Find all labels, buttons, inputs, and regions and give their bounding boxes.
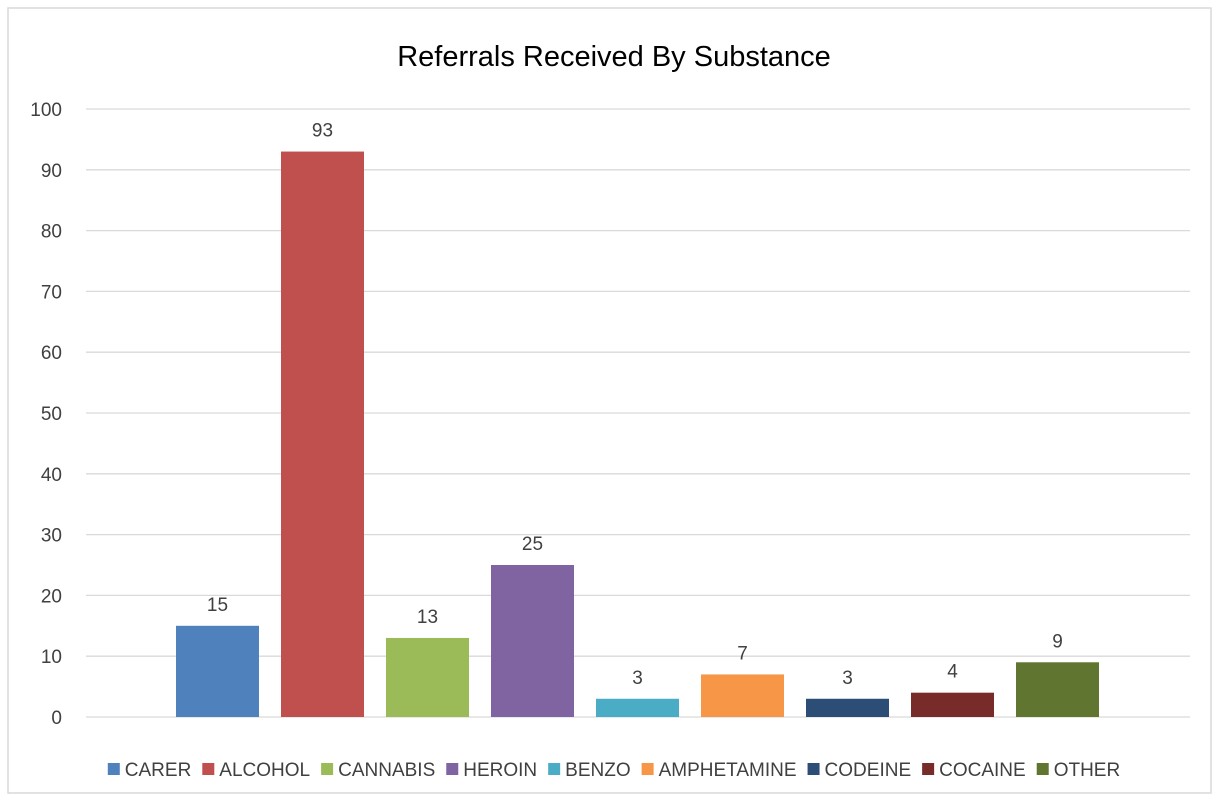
bar-carer [176, 625, 259, 717]
y-tick-label: 30 [41, 526, 62, 547]
legend-swatch-amphetamine [641, 763, 654, 775]
y-axis-ticks: 0 10 20 30 40 50 60 70 80 90 100 [30, 100, 62, 729]
data-label: 13 [417, 607, 438, 628]
bar-alcohol [281, 151, 364, 717]
legend-label: CARER [125, 760, 192, 781]
legend: CARER ALCOHOL CANNABIS HEROIN BENZO AMPHETAMI… [107, 760, 1121, 781]
legend-swatch-carer [107, 763, 120, 775]
data-label: 15 [207, 595, 228, 616]
bar-amphetamine [701, 674, 784, 717]
data-label: 93 [312, 121, 333, 142]
bar-cannabis [386, 637, 469, 717]
bars [176, 151, 1099, 717]
legend-label: BENZO [565, 760, 630, 781]
data-label: 3 [632, 668, 643, 689]
legend-swatch-cannabis [321, 763, 334, 775]
y-tick-label: 90 [41, 161, 62, 182]
legend-swatch-other [1036, 763, 1049, 775]
legend-label: CODEINE [825, 760, 912, 781]
legend-label: HEROIN [463, 760, 537, 781]
chart-title: Referrals Received By Substance [397, 41, 831, 73]
bar-heroin [491, 565, 574, 717]
gridlines [86, 108, 1190, 718]
y-tick-label: 80 [41, 222, 62, 243]
legend-swatch-alcohol [202, 763, 215, 775]
y-tick-label: 20 [41, 586, 62, 607]
y-tick-label: 70 [41, 282, 62, 303]
data-label: 3 [842, 668, 853, 689]
legend-swatch-cocaine [922, 763, 935, 775]
legend-label: AMPHETAMINE [659, 760, 797, 781]
y-tick-label: 40 [41, 465, 62, 486]
legend-label: CANNABIS [338, 760, 435, 781]
data-label: 25 [522, 534, 543, 555]
bar-other [1016, 662, 1099, 717]
legend-label: ALCOHOL [219, 760, 310, 781]
bar-codeine [806, 698, 889, 717]
y-tick-label: 0 [51, 708, 62, 729]
data-label: 9 [1052, 631, 1063, 652]
bar-cocaine [911, 692, 994, 717]
y-tick-label: 60 [41, 343, 62, 364]
y-tick-label: 50 [41, 404, 62, 425]
legend-swatch-heroin [446, 763, 459, 775]
data-label: 4 [947, 662, 958, 683]
bar-benzo [596, 698, 679, 717]
y-tick-label: 100 [30, 100, 62, 121]
data-label: 7 [737, 643, 748, 664]
legend-label: OTHER [1054, 760, 1121, 781]
y-tick-label: 10 [41, 647, 62, 668]
legend-swatch-benzo [548, 763, 561, 775]
legend-swatch-codeine [807, 763, 820, 775]
legend-label: COCAINE [939, 760, 1026, 781]
